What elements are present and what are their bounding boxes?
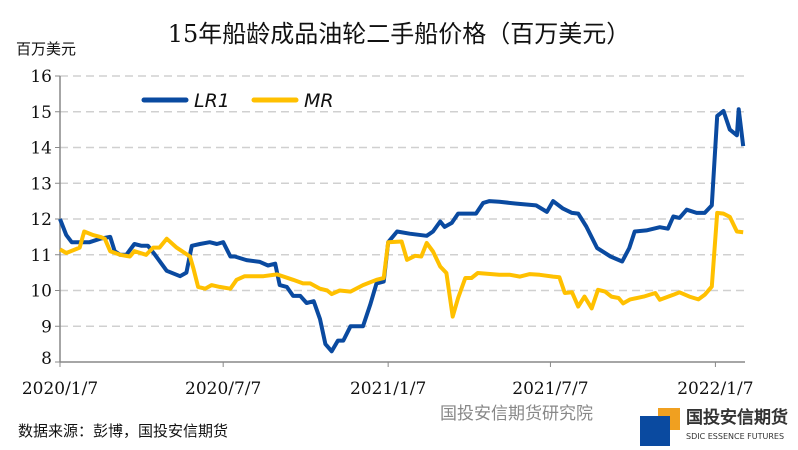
legend-label-lr1: LR1 [194, 90, 230, 112]
y-tick-label: 11 [30, 246, 52, 266]
y-tick-label: 13 [30, 174, 52, 194]
series-line-mr [59, 210, 744, 319]
y-tick-label: 10 [30, 282, 52, 302]
x-tick-label: 2021/7/7 [512, 379, 588, 399]
x-tick-label: 2020/1/7 [22, 379, 98, 399]
y-tick-label: 15 [30, 103, 52, 123]
logo-text-cn: 国投安信期货 [686, 408, 788, 428]
company-logo: 国投安信期货 SDIC ESSENCE FUTURES [636, 404, 798, 450]
source-note: 数据来源：彭博，国投安信期货 [18, 422, 229, 440]
wechat-watermark: 国投安信期货研究院 [440, 404, 593, 424]
y-tick-label: 9 [41, 317, 52, 337]
logo-text-en: SDIC ESSENCE FUTURES [686, 432, 785, 441]
x-tick-label: 2021/1/7 [350, 379, 426, 399]
series-line-lr1 [58, 107, 746, 354]
y-tick-label: 8 [41, 349, 52, 369]
chart-title: 15年船龄成品油轮二手船价格（百万美元） [167, 20, 631, 48]
x-tick-label: 2020/7/7 [185, 379, 261, 399]
logo-mark-blue [640, 416, 670, 446]
x-tick-label: 2022/1/7 [677, 379, 753, 399]
y-tick-label: 12 [30, 210, 52, 230]
y-tick-label: 14 [30, 139, 52, 159]
legend-label-mr: MR [304, 90, 334, 112]
y-axis-unit: 百万美元 [16, 40, 77, 58]
y-tick-label: 16 [30, 67, 52, 87]
